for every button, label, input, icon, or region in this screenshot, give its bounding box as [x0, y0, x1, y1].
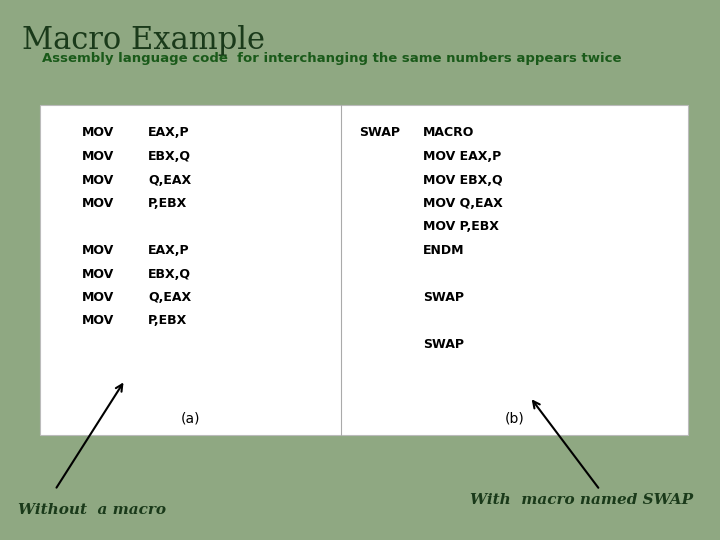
Text: MOV: MOV	[82, 197, 114, 210]
Text: MOV: MOV	[82, 291, 114, 304]
Text: Assembly language code  for interchanging the same numbers appears twice: Assembly language code for interchanging…	[42, 52, 621, 65]
Text: Without  a macro: Without a macro	[18, 503, 166, 517]
Text: EBX,Q: EBX,Q	[148, 150, 191, 163]
Text: MOV Q,EAX: MOV Q,EAX	[423, 197, 503, 210]
Text: MACRO: MACRO	[423, 126, 474, 139]
Text: MOV EAX,P: MOV EAX,P	[423, 150, 502, 163]
Text: Macro Example: Macro Example	[22, 25, 265, 56]
Text: EAX,P: EAX,P	[148, 126, 189, 139]
Text: MOV: MOV	[82, 244, 114, 257]
Text: MOV EBX,Q: MOV EBX,Q	[423, 173, 503, 186]
Text: MOV: MOV	[82, 173, 114, 186]
Text: EBX,Q: EBX,Q	[148, 267, 191, 280]
Text: SWAP: SWAP	[423, 338, 464, 351]
Text: SWAP: SWAP	[423, 291, 464, 304]
Text: EAX,P: EAX,P	[148, 244, 189, 257]
Bar	[40, 105, 688, 435]
Text: With  macro named SWAP: With macro named SWAP	[470, 493, 693, 507]
Text: (a): (a)	[181, 412, 200, 426]
Text: (b): (b)	[505, 412, 525, 426]
Text: MOV: MOV	[82, 314, 114, 327]
Text: ENDM: ENDM	[423, 244, 465, 257]
Text: P,EBX: P,EBX	[148, 314, 187, 327]
Text: SWAP: SWAP	[359, 126, 400, 139]
Text: MOV: MOV	[82, 267, 114, 280]
Text: MOV: MOV	[82, 150, 114, 163]
Text: P,EBX: P,EBX	[148, 197, 187, 210]
Text: Q,EAX: Q,EAX	[148, 173, 191, 186]
Text: MOV P,EBX: MOV P,EBX	[423, 220, 499, 233]
Text: Q,EAX: Q,EAX	[148, 291, 191, 304]
Text: MOV: MOV	[82, 126, 114, 139]
